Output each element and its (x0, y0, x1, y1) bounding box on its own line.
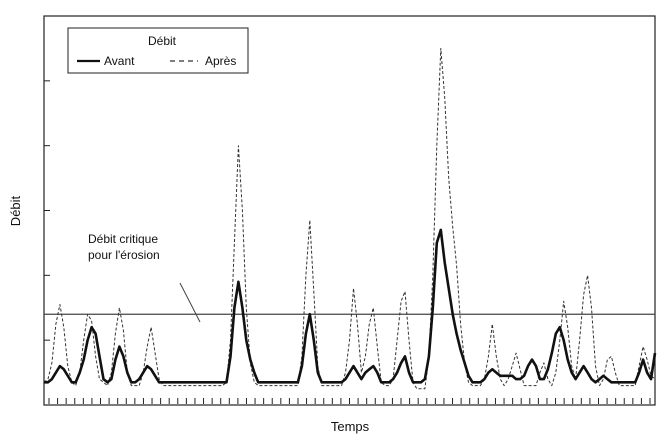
legend-box (67, 27, 249, 74)
threshold-label-line-1: Débit critique (88, 232, 158, 246)
y-axis-ticks (44, 80, 50, 341)
threshold-label-line-2: pour l'érosion (88, 248, 160, 262)
series-layer (43, 47, 657, 390)
series-line-avant (44, 228, 657, 384)
x-axis-ticks (48, 398, 651, 404)
y-axis-label: Débit (8, 195, 23, 226)
threshold-label-leader (179, 282, 201, 323)
legend-label-avant: Avant (104, 54, 135, 68)
legend: Débit Avant Après (67, 27, 249, 74)
legend-title: Débit (148, 34, 177, 48)
legend-label-apres: Après (205, 54, 236, 68)
series-line-apres (43, 47, 656, 390)
plot-frame (43, 15, 656, 406)
x-axis-label: Temps (331, 419, 370, 434)
